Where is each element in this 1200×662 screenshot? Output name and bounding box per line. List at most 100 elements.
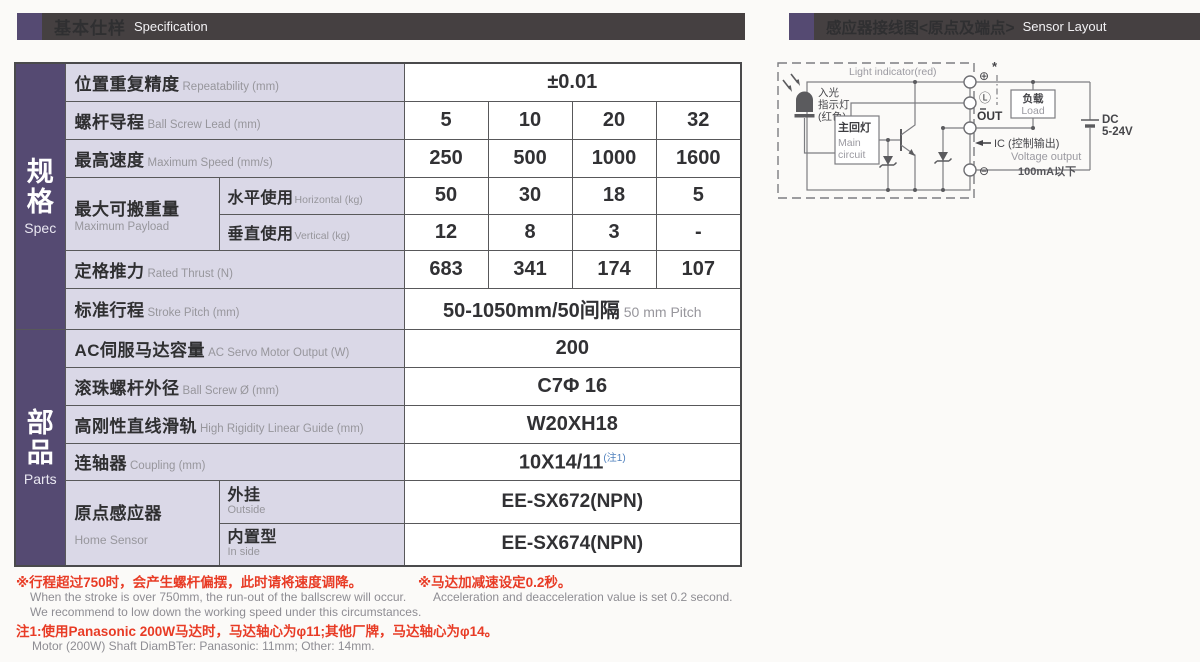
value-horizontal-1: 50 [403,176,489,215]
value-thrust-1: 683 [403,250,489,290]
value-lead-10: 10 [487,101,573,140]
table-row-coupling: 连轴器 Coupling (mm) 10X14/11(注1) [15,442,742,482]
value-sensor-inside: EE-SX674(NPN) [403,522,742,567]
spec-header-strip: 基本仕样 Specification [42,13,745,40]
value-speed-3: 1000 [571,139,657,178]
row-label-speed: 最高速度 Maximum Speed (mm/s) [64,139,405,178]
label-zh: 最高速度 [74,150,145,170]
note-stroke-warning-zh: ※行程超过750时，会产生螺杆偏摆，此时请将速度调降。 [16,575,363,590]
light-ray-arrowhead [787,85,792,92]
light-indicator-label: Light indicator(red) [849,66,937,78]
row-label-motor: AC伺服马达容量 AC Servo Motor Output (W) [64,328,405,368]
value-thrust-4: 107 [655,250,742,290]
terminal-out [963,121,977,135]
value-coupling-note: (注1) [603,453,626,465]
purple-accent-square [17,13,42,40]
junction-dot [1031,126,1035,130]
load-box [1010,89,1056,119]
spec-header-title-en: Specification [134,19,208,34]
plus-symbol: ⊕ [979,69,989,83]
label-zh: 外挂 [227,486,261,504]
label-zh: 内置型 [227,529,278,547]
main-circuit-box [834,115,880,165]
note-stroke-warning-en1: When the stroke is over 750mm, the run-o… [30,590,407,604]
purple-accent-square [789,13,814,40]
section-parts-zh: 部品 [26,407,54,468]
zener2-cathode [933,157,953,165]
value-stroke: 50-1050mm/50间隔 50 mm Pitch [403,288,742,330]
terminal-l [963,96,977,110]
value-coupling-main: 10X14/11 [518,451,604,474]
note-stroke-warning-en2: We recommend to low down the working spe… [30,605,422,619]
value-horizontal-3: 18 [571,176,657,215]
table-row-payload-horizontal: 最大可搬重量 Maximum Payload 水平使用Horizontal (k… [15,176,742,252]
label-en: Coupling (mm) [130,460,206,473]
l-terminal-wire [850,102,964,116]
label-zh: AC伺服马达容量 [74,340,206,360]
label-en: AC Servo Motor Output (W) [208,346,350,359]
label-zh: 原点感应器 [74,504,162,524]
table-row-motor-output: 部品 Parts AC伺服马达容量 AC Servo Motor Output (… [14,328,742,567]
table-row-linear-guide: 高刚性直线滑轨 High Rigidity Linear Guide (mm) W… [15,404,742,444]
value-stroke-zh: 50-1050mm/50间隔 [442,300,620,323]
table-row-max-speed: 最高速度 Maximum Speed (mm/s) 250 500 1000 16… [15,139,742,178]
sensor-header-strip: 感应器接线图<原点及端点> Sensor Layout [814,13,1200,40]
sensor-circuit-diagram: Light indicator(red) 入光 指示灯 (红色) 主回灯 Mai… [775,56,1195,202]
label-zh: 位置重复精度 [74,75,180,95]
note-motor-shaft-en: Motor (200W) Shaft DiamBTer: Panasonic: … [32,639,375,653]
label-en: Outside [227,503,266,516]
note-motor-shaft-zh: 注1:使用Panasonic 200W马达时，马达轴心为φ11;其他厂牌，马达轴… [16,624,499,639]
label-en: Home Sensor [74,533,148,548]
value-vertical-4: - [655,213,742,252]
table-row-repeatability: 规格 Spec 位置重复精度 Repeatability (mm) ±0.01 [14,62,742,330]
junction-dot [886,138,890,142]
row-label-max-payload: 最大可搬重量 Maximum Payload [64,176,220,252]
row-label-lead: 螺杆导程 Ball Screw Lead (mm) [64,101,405,140]
label-en: Ball Screw Lead (mm) [147,119,261,132]
zener1-diode-icon [883,156,893,165]
value-guide: W20XH18 [403,404,742,444]
sub-label-inside: 内置型 In side [218,522,405,567]
junction-dot [941,126,945,130]
main-circuit-label-zh: 主回灯 [838,120,871,134]
value-vertical-2: 8 [487,213,573,252]
specification-table: 规格 Spec 位置重复精度 Repeatability (mm) ±0.01 螺… [14,62,743,567]
value-speed-4: 1600 [655,139,742,178]
led-icon [796,91,813,112]
value-screw-dia: C7Φ 16 [403,366,742,406]
label-en: Horizontal (kg) [294,193,363,206]
sub-label-vertical: 垂直使用Vertical (kg) [218,213,405,252]
value-motor: 200 [403,328,742,368]
spec-header-title-zh: 基本仕样 [54,19,126,38]
row-label-repeatability: 位置重复精度 Repeatability (mm) [64,62,405,103]
row-label-coupling: 连轴器 Coupling (mm) [64,442,405,482]
sensor-header-bar: 感应器接线图<原点及端点> Sensor Layout [789,13,1200,40]
value-lead-32: 32 [655,101,742,140]
emitter-arrowhead [908,149,915,156]
spec-header-bar: 基本仕样 Specification [17,13,745,40]
row-label-thrust: 定格推力 Rated Thrust (N) [64,250,405,290]
out-label: OUT [977,109,1003,123]
value-sensor-outside: EE-SX672(NPN) [403,480,742,524]
label-zh: 标准行程 [74,301,145,321]
load-label-en: Load [1021,105,1045,117]
label-en: Stroke Pitch (mm) [147,307,240,320]
transistor-collector [900,82,916,136]
label-zh: 定格推力 [74,262,145,282]
label-en: Maximum Payload [74,221,170,234]
label-en: Maximum Speed (mm/s) [147,156,273,169]
table-row-home-sensor-outside: 原点感应器 Home Sensor 外挂 Outside EE-SX672(NP… [15,480,742,567]
value-thrust-3: 174 [571,250,657,290]
led-base [794,114,815,118]
dc-label-2: 5-24V [1102,126,1133,138]
table-row-ball-screw-lead: 螺杆导程 Ball Screw Lead (mm) 5 10 20 32 [15,101,742,140]
row-label-screw-dia: 滚珠螺杆外径 Ball Screw Ø (mm) [64,366,405,406]
section-spec-en: Spec [24,220,57,237]
junction-dot [1031,80,1035,84]
junction-dot [941,188,945,192]
dc-label-1: DC [1102,114,1119,126]
value-stroke-en: 50 mm Pitch [623,304,702,321]
value-lead-20: 20 [571,101,657,140]
label-en: Rated Thrust (N) [147,268,233,281]
label-zh: 最大可搬重量 [74,200,180,220]
